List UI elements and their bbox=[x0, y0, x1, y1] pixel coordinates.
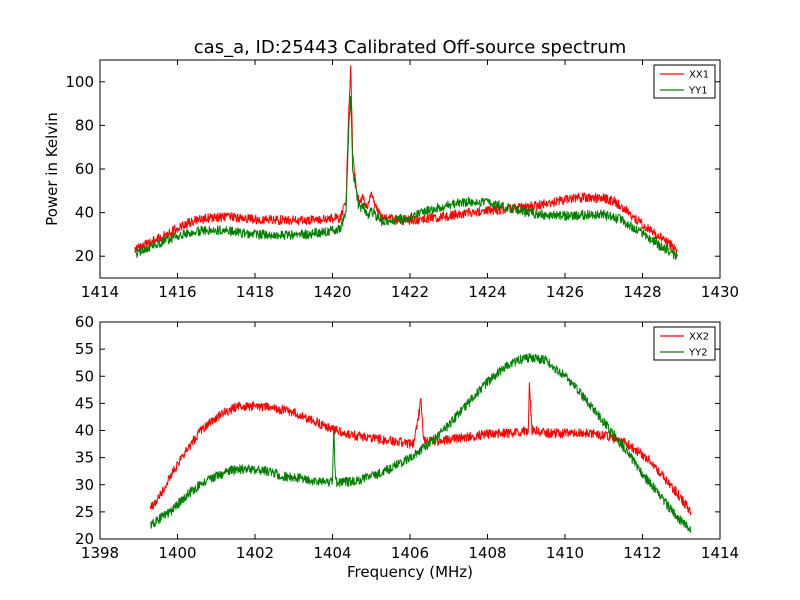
y-tick-label-top: 60 bbox=[75, 160, 94, 178]
legend-top: XX1 YY1 bbox=[653, 64, 716, 99]
y-tick-label-bottom: 35 bbox=[75, 449, 94, 467]
y-tick-label-top: 20 bbox=[75, 247, 94, 265]
x-tick-label-bottom: 1402 bbox=[236, 544, 274, 562]
series-line-yy1 bbox=[134, 95, 678, 261]
x-tick-label-top: 1424 bbox=[468, 283, 506, 301]
x-tick-label-bottom: 1400 bbox=[158, 544, 196, 562]
ticks-bottom: 1398 1400 1402 1404 1406 1408 1410 1412 1414 20 25… bbox=[75, 313, 739, 562]
y-tick-label-top: 80 bbox=[75, 116, 94, 134]
x-tick-label-top: 1416 bbox=[158, 283, 196, 301]
legend-box-bottom bbox=[653, 326, 716, 361]
x-tick-label-bottom: 1414 bbox=[701, 544, 739, 562]
y-tick-label-bottom: 45 bbox=[75, 394, 94, 412]
x-tick-label-top: 1418 bbox=[236, 283, 274, 301]
plot-area-top bbox=[134, 65, 678, 261]
legend-label-yy2: YY2 bbox=[688, 348, 708, 359]
plot-area-bottom bbox=[149, 352, 692, 533]
legend-bottom: XX2 YY2 bbox=[653, 326, 716, 361]
x-tick-label-bottom: 1412 bbox=[623, 544, 661, 562]
y-tick-label-top: 100 bbox=[65, 73, 94, 91]
legend-label-yy1: YY1 bbox=[688, 86, 708, 97]
chart-title: cas_a, ID:25443 Calibrated Off-source sp… bbox=[194, 37, 626, 58]
y-tick-label-bottom: 40 bbox=[75, 422, 94, 440]
y-tick-label-bottom: 60 bbox=[75, 313, 94, 331]
y-tick-label-bottom: 55 bbox=[75, 340, 94, 358]
x-tick-label-top: 1420 bbox=[313, 283, 351, 301]
ticks-top: 1414 1416 1418 1420 1422 1424 1426 1428 1430 20 40… bbox=[65, 60, 739, 301]
legend-label-xx1: XX1 bbox=[689, 70, 709, 81]
x-tick-label-bottom: 1398 bbox=[81, 544, 119, 562]
series-line-yy2 bbox=[150, 352, 692, 533]
y-axis-label: Power in Kelvin bbox=[43, 112, 61, 226]
x-tick-label-top: 1428 bbox=[623, 283, 661, 301]
x-tick-label-top: 1426 bbox=[546, 283, 584, 301]
x-tick-label-top: 1422 bbox=[391, 283, 429, 301]
y-tick-label-top: 40 bbox=[75, 204, 94, 222]
x-axis-label: Frequency (MHz) bbox=[347, 563, 473, 581]
x-tick-label-top: 1430 bbox=[701, 283, 739, 301]
chart-top: cas_a, ID:25443 Calibrated Off-source sp… bbox=[43, 37, 739, 301]
legend-label-xx2: XX2 bbox=[689, 332, 709, 343]
x-tick-label-bottom: 1406 bbox=[391, 544, 429, 562]
y-tick-label-bottom: 30 bbox=[75, 476, 94, 494]
y-tick-label-bottom: 20 bbox=[75, 530, 94, 548]
x-tick-label-top: 1414 bbox=[81, 283, 119, 301]
series-group-bottom bbox=[149, 352, 692, 533]
x-tick-label-bottom: 1404 bbox=[313, 544, 351, 562]
y-tick-label-bottom: 25 bbox=[75, 503, 94, 521]
x-tick-label-bottom: 1408 bbox=[468, 544, 506, 562]
chart-bottom: 1398 1400 1402 1404 1406 1408 1410 1412 1414 20 25… bbox=[75, 313, 739, 581]
series-group-top bbox=[134, 65, 678, 261]
legend-box-top bbox=[653, 64, 716, 99]
y-tick-label-bottom: 50 bbox=[75, 367, 94, 385]
series-line-xx2 bbox=[149, 382, 692, 516]
x-tick-label-bottom: 1410 bbox=[546, 544, 584, 562]
